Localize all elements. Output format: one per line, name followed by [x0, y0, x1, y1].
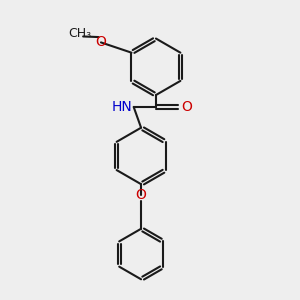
Text: O: O: [136, 188, 146, 202]
Text: CH₃: CH₃: [69, 27, 92, 40]
Text: O: O: [181, 100, 192, 114]
Text: HN: HN: [111, 100, 132, 114]
Text: O: O: [95, 35, 106, 50]
